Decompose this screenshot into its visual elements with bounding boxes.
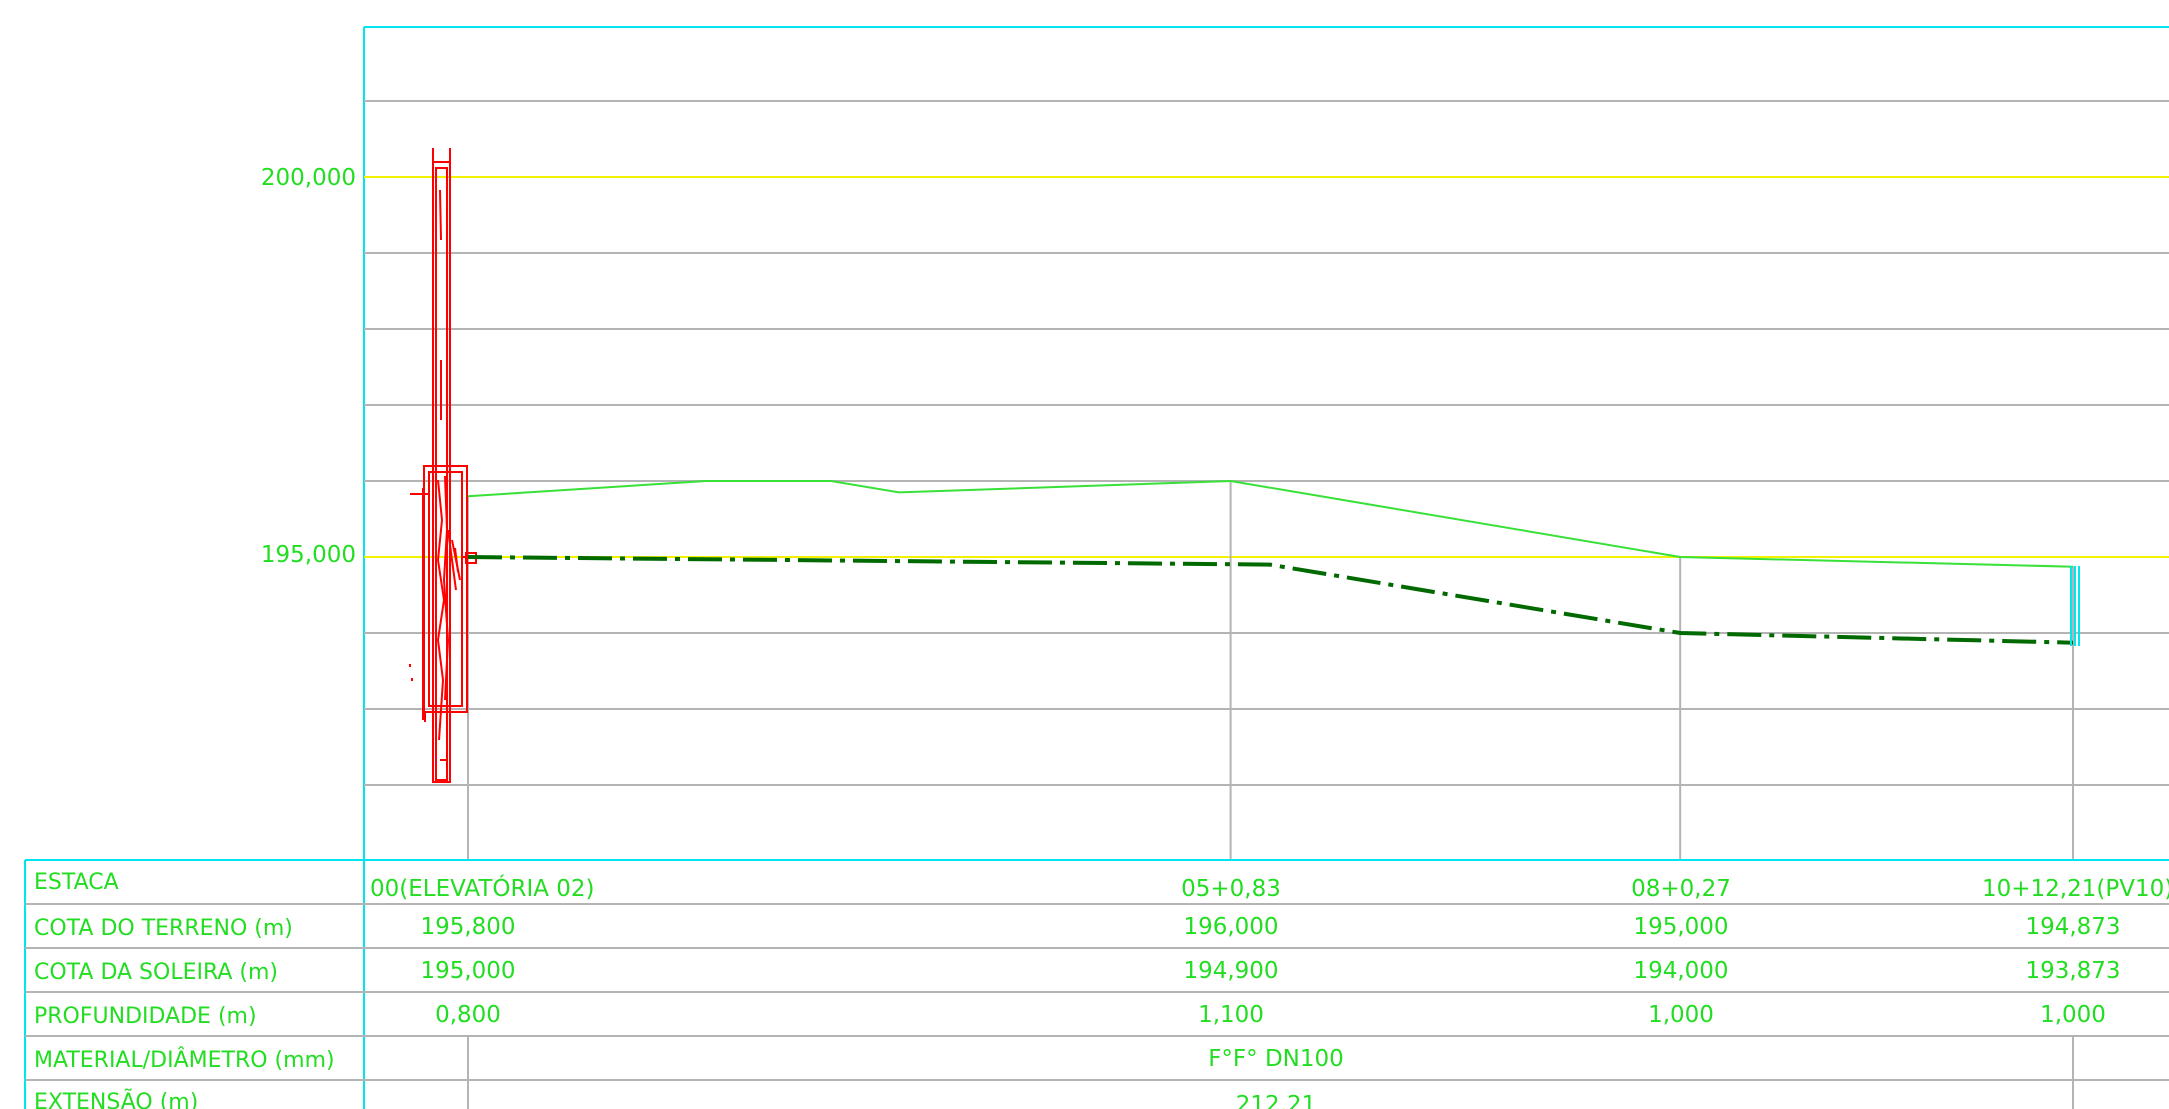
profile-frame [363,26,2169,1109]
profundidade-0: 0,800 [435,1002,501,1028]
material-value: F°F° DN100 [1208,1046,1344,1072]
row-label-material: MATERIAL/DIÂMETRO (mm) [34,1047,335,1073]
cota-soleira-1: 194,900 [1183,958,1278,984]
estaca-2: 08+0,27 [1631,876,1731,902]
invert-line [467,555,2074,645]
row-label-cota-soleira: COTA DA SOLEIRA (m) [34,960,278,985]
estaca-0: 00(ELEVATÓRIA 02) [370,874,595,902]
structure-marks [409,664,413,681]
profundidade-1: 1,100 [1198,1002,1264,1028]
row-label-extensao: EXTENSÃO (m) [34,1088,198,1109]
extensao-value: 212,21 [1236,1092,1316,1109]
row-label-profundidade: PROFUNDIDADE (m) [34,1004,257,1029]
cota-terreno-3: 194,873 [2025,914,2120,940]
pumping-station-structure [410,148,477,783]
elevation-labels: 200,000 195,000 [261,165,356,568]
station-grid [467,481,2074,860]
elevation-label-195: 195,000 [261,542,356,568]
elevation-grid [364,100,2169,786]
row-label-cota-terreno: COTA DO TERRENO (m) [34,916,293,941]
terrain-line [467,479,2074,568]
cota-soleira-3: 193,873 [2025,958,2120,984]
profundidade-2: 1,000 [1648,1002,1714,1028]
estaca-1: 05+0,83 [1181,876,1281,902]
cota-soleira-0: 195,000 [420,958,515,984]
row-label-estaca: ESTACA [34,870,119,895]
cota-terreno-2: 195,000 [1633,914,1728,940]
profile-data-table: ESTACA COTA DO TERRENO (m) COTA DA SOLEI… [24,859,2169,1109]
cota-soleira-2: 194,000 [1633,958,1728,984]
pv10-manhole [2070,566,2080,646]
cota-terreno-0: 195,800 [420,914,515,940]
cota-terreno-1: 196,000 [1183,914,1278,940]
estaca-3: 10+12,21(PV10) [1982,876,2169,902]
profundidade-3: 1,000 [2040,1002,2106,1028]
elevation-label-200: 200,000 [261,165,356,191]
